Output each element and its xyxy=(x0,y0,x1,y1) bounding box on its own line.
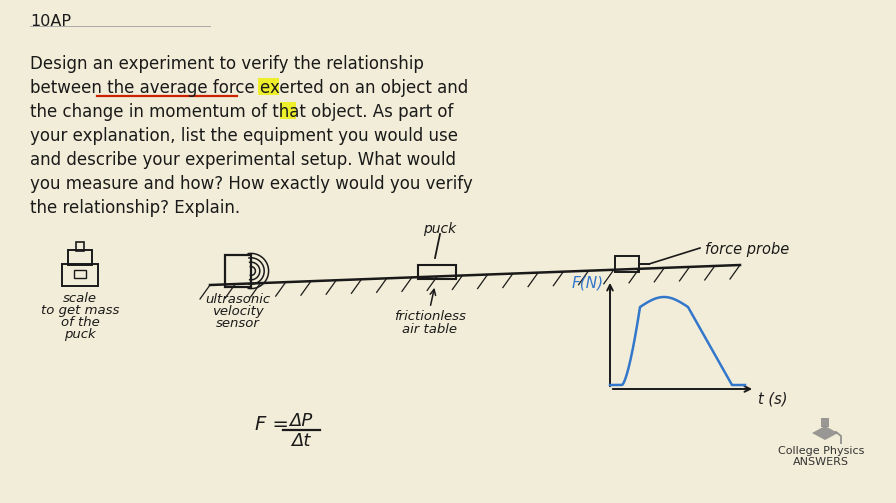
Bar xyxy=(615,256,639,272)
Text: air table: air table xyxy=(402,323,458,336)
Text: College Physics: College Physics xyxy=(778,446,864,456)
FancyBboxPatch shape xyxy=(280,102,296,119)
Text: t (s): t (s) xyxy=(758,391,788,406)
Text: sensor: sensor xyxy=(216,317,260,330)
Text: velocity: velocity xyxy=(212,305,264,318)
Text: ANSWERS: ANSWERS xyxy=(793,457,849,467)
Bar xyxy=(74,270,86,278)
Text: the relationship? Explain.: the relationship? Explain. xyxy=(30,199,240,217)
Text: between the average force exerted on an object and: between the average force exerted on an … xyxy=(30,79,469,97)
Polygon shape xyxy=(812,426,838,440)
Text: Δt: Δt xyxy=(291,432,311,450)
Text: F(N): F(N) xyxy=(572,275,604,290)
Text: you measure and how? How exactly would you verify: you measure and how? How exactly would y… xyxy=(30,175,473,193)
Bar xyxy=(821,418,829,427)
Text: ultrasonic: ultrasonic xyxy=(205,293,271,306)
Text: and describe your experimental setup. What would: and describe your experimental setup. Wh… xyxy=(30,151,456,169)
Text: puck: puck xyxy=(65,328,96,341)
Bar xyxy=(225,255,251,287)
Text: Design an experiment to verify the relationship: Design an experiment to verify the relat… xyxy=(30,55,424,73)
Text: scale: scale xyxy=(63,292,97,305)
Text: 10AP: 10AP xyxy=(30,14,71,29)
Text: to get mass: to get mass xyxy=(41,304,119,317)
Text: the change in momentum of that object. As part of: the change in momentum of that object. A… xyxy=(30,103,453,121)
Text: force probe: force probe xyxy=(705,242,789,257)
Text: puck: puck xyxy=(424,222,457,236)
Text: of the: of the xyxy=(61,316,99,329)
Bar xyxy=(68,250,92,265)
Bar xyxy=(62,264,98,286)
Text: your explanation, list the equipment you would use: your explanation, list the equipment you… xyxy=(30,127,458,145)
Text: ΔP: ΔP xyxy=(289,412,313,430)
Text: F =: F = xyxy=(255,415,289,434)
Bar xyxy=(76,242,84,251)
FancyBboxPatch shape xyxy=(258,78,279,95)
Bar xyxy=(418,265,456,279)
Text: frictionless: frictionless xyxy=(394,310,466,323)
